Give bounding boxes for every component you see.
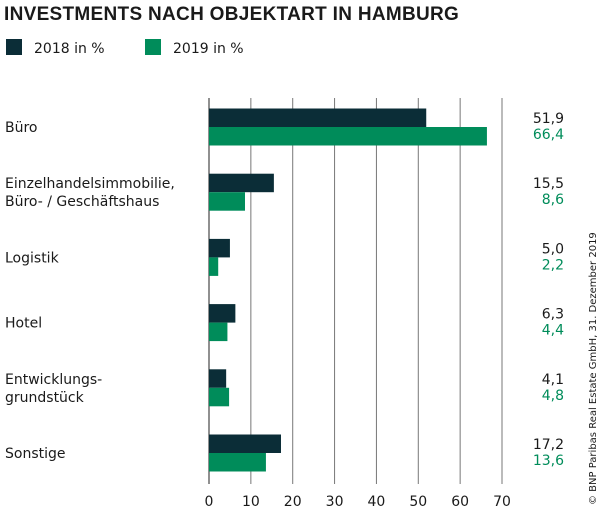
- category-label: Büro- / Geschäftshaus: [5, 194, 159, 210]
- bar-2019-3: [209, 322, 228, 342]
- bar-2018-1: [209, 173, 274, 193]
- value-labels: 51,966,4 15,58,6 5,02,2 6,34,4 4,14,8 17,213,…: [533, 111, 564, 469]
- value-label-2018: 6,3: [542, 307, 564, 323]
- value-label-2018: 5,0: [542, 241, 564, 257]
- x-tick-label: 20: [284, 494, 302, 510]
- x-tick-label: 10: [242, 494, 260, 510]
- x-tick-label: 50: [409, 494, 427, 510]
- copyright-note: © BNP Paribas Real Estate GmbH, 31. Deze…: [588, 232, 599, 505]
- bar-2018-5: [209, 434, 281, 453]
- x-tick-label: 70: [493, 494, 511, 510]
- legend-label-1: 2019 in %: [173, 41, 244, 57]
- value-label-2019: 4,4: [542, 323, 564, 339]
- value-label-2018: 17,2: [533, 437, 564, 453]
- bar-2018-3: [209, 304, 236, 323]
- bar-2019-1: [209, 192, 245, 211]
- bar-2019-2: [209, 257, 219, 276]
- value-label-2018: 4,1: [542, 372, 564, 388]
- value-label-2018: 15,5: [533, 176, 564, 192]
- category-label: Entwicklungs-: [5, 372, 102, 388]
- x-tick-label: 40: [368, 494, 386, 510]
- chart-title: INVESTMENTS NACH OBJEKTART IN HAMBURG: [4, 4, 459, 25]
- bar-2019-5: [209, 453, 266, 472]
- bar-2018-2: [209, 238, 230, 258]
- x-tick-label: 30: [326, 494, 344, 510]
- bar-2019-0: [209, 127, 487, 146]
- x-tick-label: 60: [451, 494, 469, 510]
- value-label-2019: 66,4: [533, 127, 564, 143]
- value-label-2019: 4,8: [542, 388, 564, 404]
- legend-swatch-1: [145, 39, 161, 55]
- legend-swatch-0: [6, 39, 22, 55]
- category-label: Logistik: [5, 250, 60, 266]
- bar-2018-4: [209, 369, 227, 388]
- value-label-2019: 8,6: [542, 192, 564, 208]
- category-label: Hotel: [5, 316, 42, 332]
- category-label: Sonstige: [5, 446, 66, 462]
- legend: 2018 in % 2019 in %: [6, 39, 244, 57]
- value-label-2019: 2,2: [542, 257, 564, 273]
- category-label: grundstück: [5, 390, 85, 406]
- value-label-2018: 51,9: [533, 111, 564, 127]
- gridlines: [208, 98, 503, 484]
- value-label-2019: 13,6: [533, 453, 564, 469]
- category-label: Büro: [5, 120, 38, 136]
- category-label: Einzelhandelsimmobilie,: [5, 176, 175, 192]
- bars: [209, 108, 487, 472]
- x-tick-label: 0: [205, 494, 214, 510]
- bar-2018-0: [209, 108, 427, 127]
- x-axis-ticks: 0 10 20 30 40 50 60 70: [205, 494, 511, 510]
- category-labels: Büro Einzelhandelsimmobilie, Büro- / Gesch…: [5, 120, 175, 462]
- legend-label-0: 2018 in %: [34, 41, 105, 57]
- bar-2019-4: [209, 387, 230, 407]
